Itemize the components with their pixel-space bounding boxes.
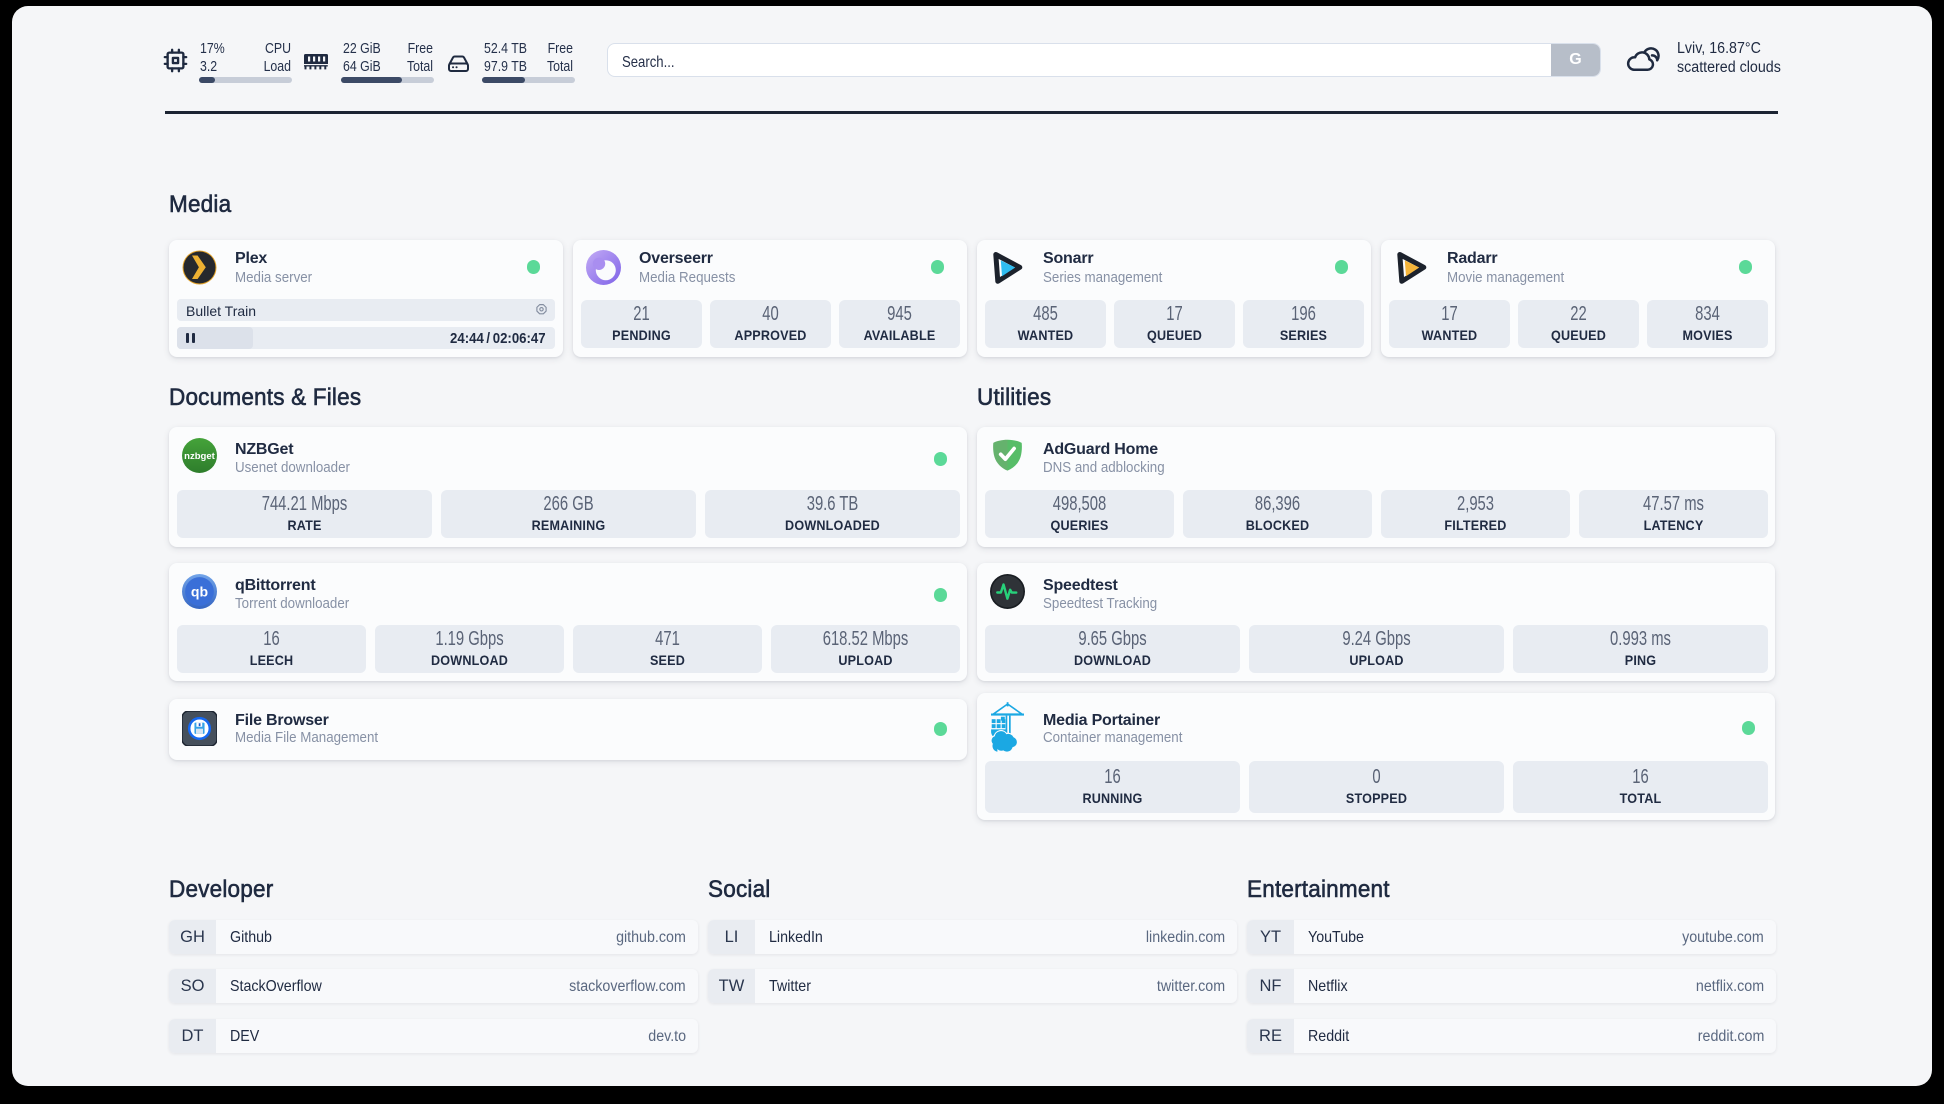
svg-text:qb: qb xyxy=(191,584,209,600)
svg-text:nzbget: nzbget xyxy=(184,451,215,462)
